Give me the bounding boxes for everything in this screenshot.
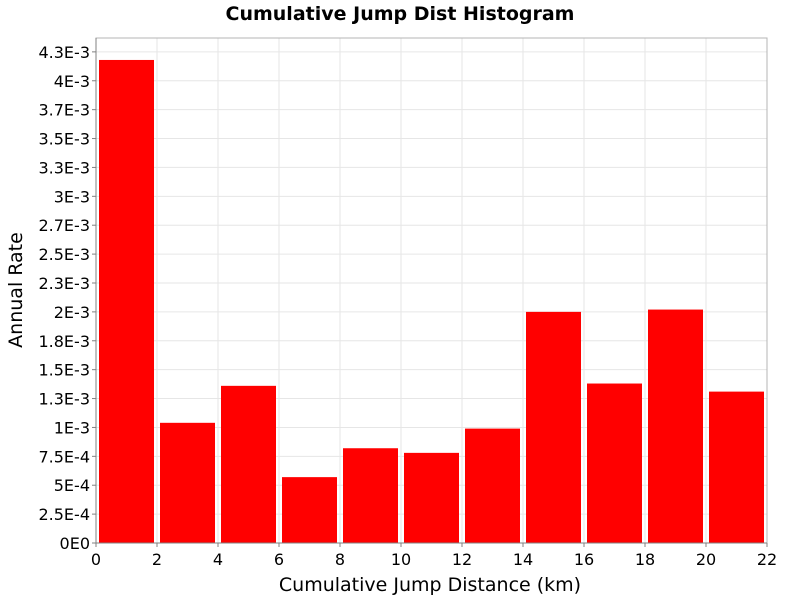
y-tick-label: 5E-4 [54,476,90,495]
y-tick-label: 0E0 [60,534,90,553]
x-tick-label: 20 [696,550,716,569]
y-tick-label: 1.5E-3 [38,361,90,380]
y-tick-label: 3E-3 [54,187,90,206]
x-tick-label: 6 [274,550,284,569]
x-axis: 0 2 4 6 8 10 12 14 16 18 20 22 [91,542,777,569]
histogram-bar [99,59,154,544]
x-tick-label: 14 [513,550,533,569]
y-tick-label: 2.5E-4 [38,505,90,524]
histogram-bar [465,428,520,543]
x-tick-label: 10 [391,550,411,569]
x-tick-label: 18 [635,550,655,569]
histogram-bar [587,383,642,543]
y-tick-label: 4E-3 [54,72,90,91]
histogram-bar [526,311,581,543]
y-axis-label: Annual Rate [5,232,27,348]
y-tick-label: 3.3E-3 [38,158,90,177]
y-tick-label: 2.3E-3 [38,274,90,293]
y-tick-label: 4.3E-3 [38,43,90,62]
histogram-bar [648,309,703,543]
bar-series [99,59,764,544]
y-tick-label: 1.3E-3 [38,390,90,409]
histogram-bar [343,448,398,543]
y-tick-label: 7.5E-4 [38,447,90,466]
y-tick-label: 1.8E-3 [38,332,90,351]
x-tick-label: 12 [452,550,472,569]
x-tick-label: 22 [757,550,777,569]
y-tick-label: 1E-3 [54,418,90,437]
y-tick-label: 2.5E-3 [38,245,90,264]
x-tick-label: 0 [91,550,101,569]
y-tick-label: 3.5E-3 [38,130,90,149]
histogram-bar [160,422,215,543]
histogram-bar [221,385,276,543]
histogram-bar [709,391,764,543]
x-tick-label: 8 [335,550,345,569]
y-tick-label: 2E-3 [54,303,90,322]
histogram-bar [404,452,459,543]
y-axis: 0E0 2.5E-4 5E-4 7.5E-4 1E-3 1.3E-3 1.5E-3 1.8E-… [38,38,97,553]
x-tick-label: 2 [152,550,162,569]
histogram-bar [282,477,337,543]
x-tick-label: 16 [574,550,594,569]
x-axis-label: Cumulative Jump Distance (km) [279,574,581,596]
chart-title: Cumulative Jump Dist Histogram [226,3,575,25]
y-tick-label: 3.7E-3 [38,101,90,120]
x-tick-label: 4 [213,550,223,569]
y-tick-label: 2.7E-3 [38,216,90,235]
